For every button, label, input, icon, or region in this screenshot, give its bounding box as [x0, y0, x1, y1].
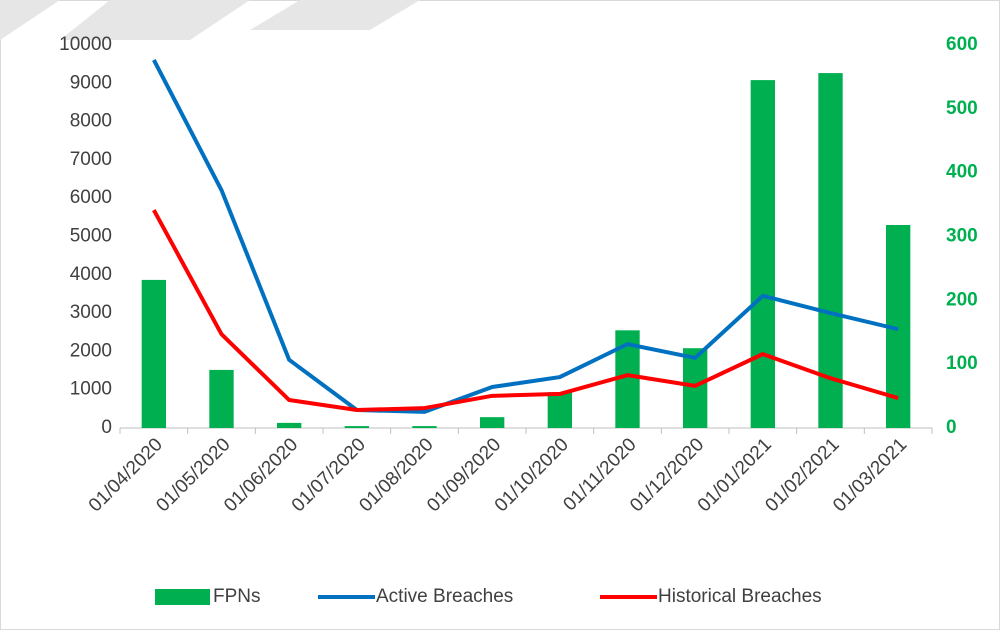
legend-swatch [155, 589, 210, 605]
y-tick-label: 0 [101, 417, 112, 438]
y2-tick-label: 300 [946, 226, 978, 247]
bar [276, 422, 302, 428]
decor-stripe [60, 0, 250, 40]
bar [412, 426, 437, 428]
legend-label: Historical Breaches [658, 586, 822, 607]
y2-tick-label: 600 [946, 34, 978, 55]
y2-tick-label: 400 [946, 162, 978, 183]
y2-tick-label: 100 [946, 353, 978, 374]
y-tick-label: 7000 [70, 149, 112, 170]
bar [344, 426, 370, 428]
y2-tick-label: 200 [946, 289, 978, 310]
bar [141, 279, 167, 428]
y-tick-label: 8000 [70, 111, 112, 132]
bar [209, 369, 234, 428]
y-tick-label: 6000 [70, 187, 112, 208]
y-tick-label: 9000 [70, 72, 112, 93]
y-tick-label: 1000 [70, 379, 112, 400]
y-tick-label: 2000 [70, 340, 112, 361]
line-series [152, 209, 899, 412]
y2-tick-label: 0 [946, 417, 957, 438]
bar [750, 80, 776, 428]
bar [547, 392, 573, 428]
bar [479, 417, 505, 428]
bar [682, 348, 708, 428]
bar [818, 73, 843, 428]
y-tick-label: 3000 [70, 302, 112, 323]
y-tick-label: 10000 [59, 34, 112, 55]
decor-stripe [250, 0, 420, 30]
y-tick-label: 5000 [70, 226, 112, 247]
y-tick-label: 4000 [70, 264, 112, 285]
y2-tick-label: 500 [946, 98, 978, 119]
legend-label: Active Breaches [376, 586, 513, 607]
legend-label: FPNs [213, 586, 261, 607]
line-series [152, 59, 899, 414]
decor-stripe [0, 0, 60, 40]
